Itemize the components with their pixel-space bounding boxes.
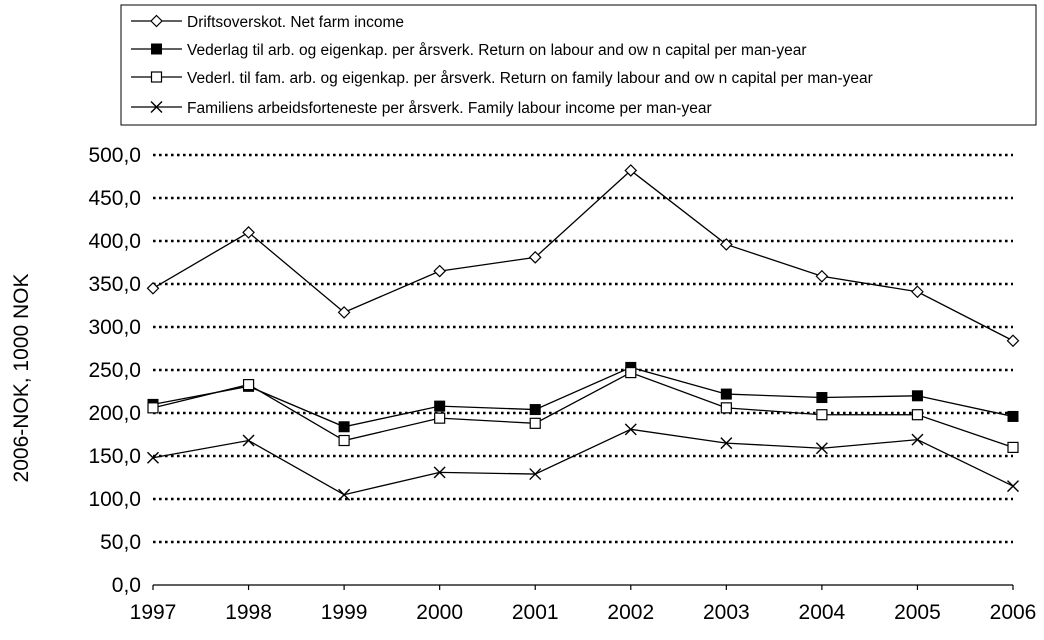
data-point (624, 164, 638, 177)
data-point (528, 250, 542, 264)
x-tick-label: 1999 (321, 601, 368, 624)
x-axis-ticks: 1997 1998 1999 2000 2001 2002 2003 2004 2005 2006 (130, 585, 1037, 624)
data-point (1006, 334, 1020, 348)
y-tick-label: 250,0 (88, 359, 141, 382)
legend-label: Driftsoverskot. Net farm income (187, 14, 404, 31)
plot-series (146, 164, 1020, 501)
data-point (1007, 441, 1019, 453)
x-tick-label: 2005 (894, 601, 941, 624)
data-point (720, 402, 732, 414)
data-point (434, 400, 446, 412)
legend-marker (150, 101, 163, 113)
legend-marker (151, 43, 162, 55)
gridlines (153, 153, 1013, 586)
series-1 (146, 164, 1020, 348)
series-line (152, 371, 1014, 449)
data-point (720, 437, 733, 450)
data-point (815, 269, 829, 283)
data-point (1007, 410, 1019, 422)
y-axis-title: 2006-NOK, 1000 NOK (10, 274, 33, 483)
data-point (242, 379, 255, 391)
data-point (146, 281, 160, 295)
data-point (815, 442, 828, 455)
data-point (816, 392, 828, 404)
series-line (152, 428, 1014, 496)
y-tick-label: 300,0 (88, 316, 141, 339)
x-tick-label: 2002 (607, 601, 654, 624)
x-tick-label: 2003 (703, 601, 750, 624)
y-tick-label: 350,0 (88, 273, 141, 296)
y-tick-label: 500,0 (88, 144, 141, 167)
x-tick-label: 2000 (416, 601, 463, 624)
data-point (1007, 480, 1019, 493)
data-point (911, 433, 924, 446)
data-point (911, 409, 924, 421)
y-tick-label: 150,0 (88, 445, 141, 468)
x-tick-label: 2001 (512, 601, 559, 624)
data-point (816, 409, 828, 421)
data-point (434, 412, 446, 424)
legend-label: Familiens arbeidsforteneste per årsverk.… (187, 100, 712, 117)
series-line (152, 366, 1014, 428)
data-point (625, 366, 637, 379)
data-point (624, 423, 637, 436)
data-point (338, 421, 350, 433)
legend-box (120, 4, 1037, 126)
data-point (242, 434, 255, 447)
data-point (338, 434, 350, 447)
data-point (911, 390, 923, 402)
series-4 (147, 423, 1019, 501)
x-tick-label: 2006 (990, 601, 1037, 624)
data-point (529, 404, 541, 416)
data-point (433, 466, 446, 479)
legend-label: Vederlag til arb. og eigenkap. per årsve… (187, 42, 807, 59)
y-tick-label: 400,0 (88, 230, 141, 253)
x-tick-label: 2004 (799, 601, 846, 624)
data-point (529, 417, 541, 429)
data-point (242, 226, 255, 239)
series-line (152, 169, 1014, 342)
y-tick-label: 50,0 (100, 531, 141, 554)
data-point (529, 468, 542, 481)
series-2 (147, 361, 1019, 433)
data-point (338, 488, 351, 501)
series-3 (147, 366, 1019, 453)
data-point (911, 285, 924, 299)
y-tick-label: 200,0 (88, 402, 141, 425)
legend-marker (150, 14, 163, 28)
y-axis-ticks: 0,0 50,0 100,0 150,0 200,0 250,0 300,0 350,0 400… (88, 144, 141, 597)
legend: Driftsoverskot. Net farm income Vederlag … (120, 4, 1037, 126)
data-point (337, 306, 351, 319)
data-point (433, 264, 447, 278)
data-point (719, 238, 733, 251)
y-tick-label: 0,0 (112, 574, 141, 597)
legend-item: Vederl. til fam. arb. og eigenkap. per å… (131, 70, 873, 87)
legend-label: Vederl. til fam. arb. og eigenkap. per å… (187, 70, 873, 87)
legend-item: Vederlag til arb. og eigenkap. per årsve… (131, 42, 807, 59)
data-point (720, 388, 732, 400)
x-tick-label: 1998 (225, 601, 272, 624)
y-tick-label: 100,0 (88, 488, 141, 511)
legend-item: Driftsoverskot. Net farm income (131, 14, 404, 31)
data-point (147, 402, 159, 414)
x-tick-label: 1997 (130, 601, 177, 624)
data-point (147, 451, 159, 464)
legend-marker (150, 71, 163, 83)
y-tick-label: 450,0 (88, 187, 141, 210)
legend-item: Familiens arbeidsforteneste per årsverk.… (131, 100, 712, 117)
